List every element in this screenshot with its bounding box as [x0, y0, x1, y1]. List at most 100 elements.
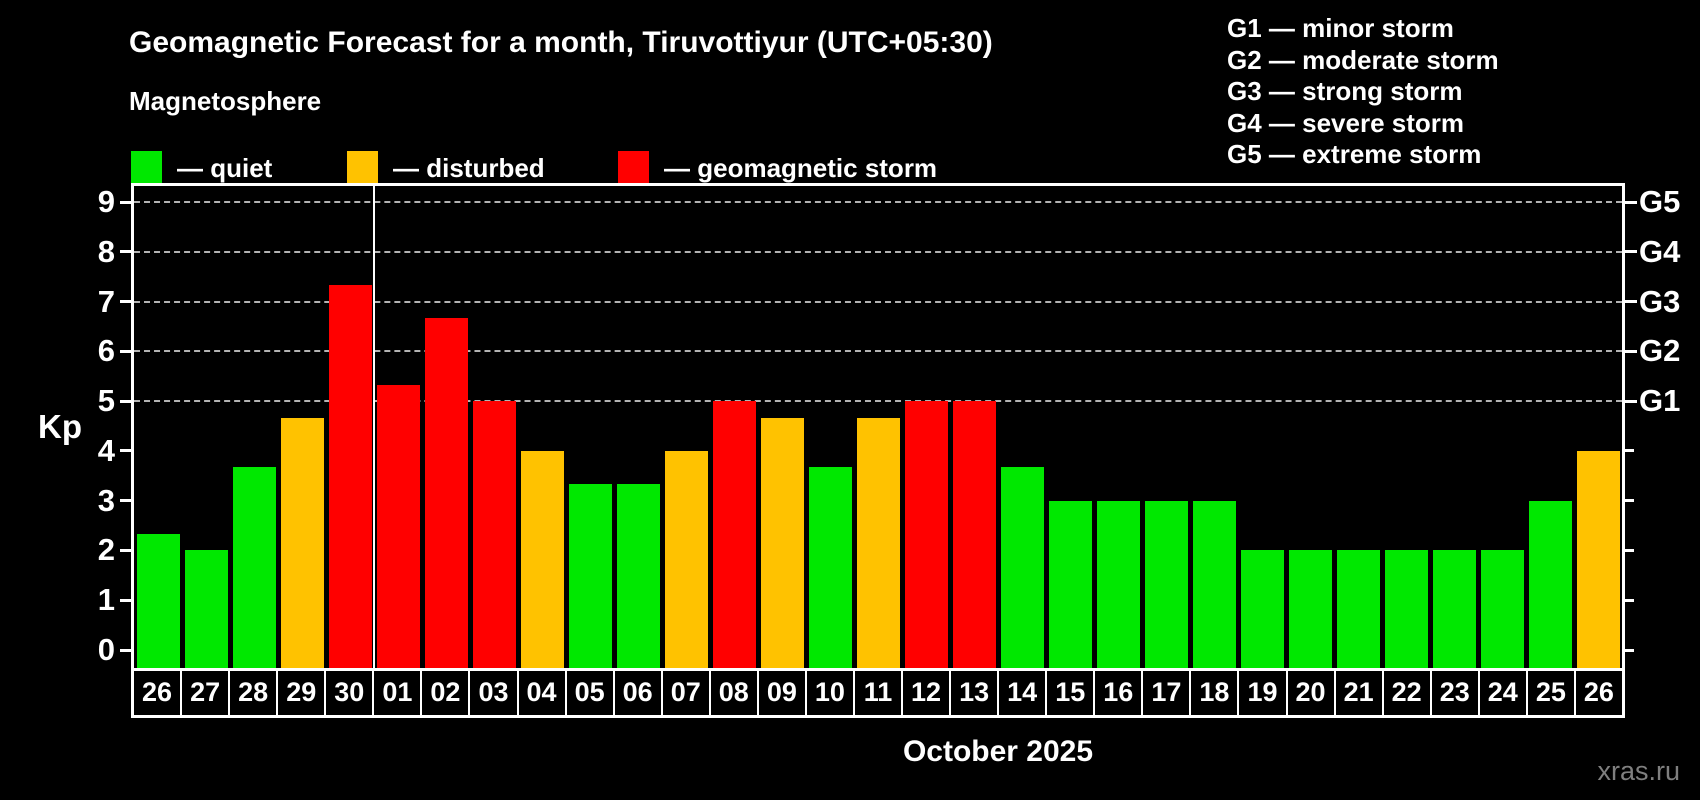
- y-axis-label-5: 5: [97, 383, 115, 419]
- day-label-17: 17: [1143, 671, 1192, 715]
- day-label-11: 11: [855, 671, 903, 715]
- day-label-03: 03: [470, 671, 519, 715]
- day-label-09: 09: [759, 671, 807, 715]
- g4-legend-line: G4 — severe storm: [1227, 107, 1465, 138]
- day-label-23: 23: [1432, 671, 1480, 715]
- right-axis-tick-2: [1625, 548, 1634, 552]
- g3-legend-line: G3 — strong storm: [1227, 76, 1463, 106]
- day-label-27: 27: [182, 671, 231, 715]
- g1-legend-line: G1 — minor storm: [1227, 13, 1454, 43]
- kp-bar-day-30: [328, 285, 372, 668]
- day-label-26: 26: [134, 671, 183, 715]
- g2-legend-line: G2 — moderate storm: [1227, 44, 1499, 75]
- kp-bar-day-16: [1096, 500, 1140, 668]
- day-label-21: 21: [1336, 671, 1384, 715]
- day-label-15: 15: [1047, 671, 1096, 715]
- right-axis-label-g2: G2: [1639, 333, 1681, 369]
- y-axis-tick-8: [120, 250, 131, 254]
- kp-bar-day-28: [232, 467, 276, 668]
- right-axis-tick-8: [1625, 250, 1637, 254]
- x-axis-title: October 2025: [902, 735, 1094, 768]
- chart-subtitle: Magnetosphere: [129, 86, 322, 116]
- disturbed-color-swatch: [347, 151, 378, 186]
- kp-bar-day-04: [520, 450, 564, 668]
- legend-item-storm: — geomagnetic storm: [618, 151, 937, 186]
- day-label-18: 18: [1191, 671, 1240, 715]
- chart-title: Geomagnetic Forecast for a month, Tiruvo…: [129, 26, 993, 59]
- y-axis-label-1: 1: [97, 582, 115, 618]
- right-axis-tick-4: [1625, 449, 1634, 453]
- kp-bar-day-09: [760, 417, 804, 668]
- day-label-16: 16: [1095, 671, 1144, 715]
- right-axis-tick-3: [1625, 499, 1634, 503]
- y-axis-tick-9: [120, 200, 131, 204]
- month-separator-line: [373, 186, 375, 668]
- day-label-12: 12: [903, 671, 952, 715]
- kp-bar-day-08: [712, 401, 756, 668]
- day-label-04: 04: [519, 671, 567, 715]
- right-axis-tick-6: [1625, 349, 1637, 353]
- right-axis-label-g4: G4: [1639, 233, 1681, 269]
- kp-bar-day-14: [1000, 467, 1044, 668]
- day-label-02: 02: [422, 671, 471, 715]
- day-label-10: 10: [807, 671, 855, 715]
- kp-bar-day-23: [1432, 550, 1476, 668]
- kp-bar-day-19: [1240, 550, 1284, 668]
- legend-label-disturbed: — disturbed: [393, 153, 545, 183]
- y-axis-tick-5: [120, 399, 131, 403]
- kp-bar-day-02: [424, 317, 468, 668]
- day-label-29: 29: [278, 671, 327, 715]
- y-axis-label-6: 6: [97, 333, 115, 369]
- kp-bar-day-11: [856, 417, 900, 668]
- y-axis-tick-3: [120, 499, 131, 503]
- gridline-kp6: [134, 350, 1622, 353]
- y-axis-tick-4: [120, 449, 131, 453]
- kp-bar-day-13: [952, 401, 996, 668]
- gridline-kp9: [134, 201, 1622, 203]
- kp-bar-day-26: [136, 534, 180, 668]
- legend-label-quiet: — quiet: [177, 153, 273, 183]
- day-label-05: 05: [567, 671, 615, 715]
- quiet-color-swatch: [131, 151, 162, 186]
- kp-bar-day-17: [1144, 500, 1188, 668]
- gridline-kp7: [134, 300, 1622, 303]
- day-label-14: 14: [999, 671, 1048, 715]
- kp-bar-day-22: [1384, 550, 1428, 668]
- legend-item-disturbed: — disturbed: [347, 151, 545, 186]
- legend-label-storm: — geomagnetic storm: [664, 153, 938, 183]
- kp-bar-day-06: [616, 484, 660, 668]
- y-axis-tick-7: [120, 300, 131, 304]
- kp-bar-day-27: [184, 550, 228, 668]
- kp-bar-day-10: [808, 467, 852, 668]
- kp-bar-day-21: [1336, 550, 1380, 668]
- day-label-08: 08: [711, 671, 759, 715]
- y-axis-label-4: 4: [97, 432, 115, 468]
- day-label-22: 22: [1384, 671, 1432, 715]
- kp-bar-day-01: [376, 384, 420, 668]
- gridline-kp5: [134, 400, 1622, 403]
- y-axis-label-3: 3: [97, 482, 115, 518]
- y-axis-label-2: 2: [97, 532, 115, 568]
- kp-bar-day-25: [1528, 500, 1572, 668]
- kp-bar-day-05: [568, 484, 612, 668]
- right-axis-label-g3: G3: [1639, 283, 1681, 319]
- kp-bar-day-18: [1192, 500, 1236, 668]
- g-scale-legend: G1 — minor storm G2 — moderate storm G3 …: [1227, 13, 1499, 171]
- right-axis-tick-7: [1625, 300, 1637, 304]
- y-axis-label-7: 7: [97, 283, 115, 319]
- day-label-25: 25: [1528, 671, 1576, 715]
- day-label-07: 07: [663, 671, 711, 715]
- day-label-24: 24: [1480, 671, 1528, 715]
- y-axis-tick-6: [120, 349, 131, 353]
- y-axis-tick-0: [120, 648, 131, 652]
- y-axis-title: Kp: [38, 408, 82, 445]
- day-label-28: 28: [230, 671, 279, 715]
- gridline-kp8: [134, 250, 1622, 253]
- right-axis-tick-1: [1625, 598, 1634, 602]
- y-axis-label-0: 0: [97, 632, 115, 667]
- plot-area: 0 1 2 3 4 5 6 7 8 9 G1 G2 G3 G4 G5: [98, 183, 1680, 668]
- storm-color-swatch: [618, 151, 649, 186]
- day-label-26: 26: [1583, 677, 1614, 707]
- day-label-13: 13: [951, 671, 1000, 715]
